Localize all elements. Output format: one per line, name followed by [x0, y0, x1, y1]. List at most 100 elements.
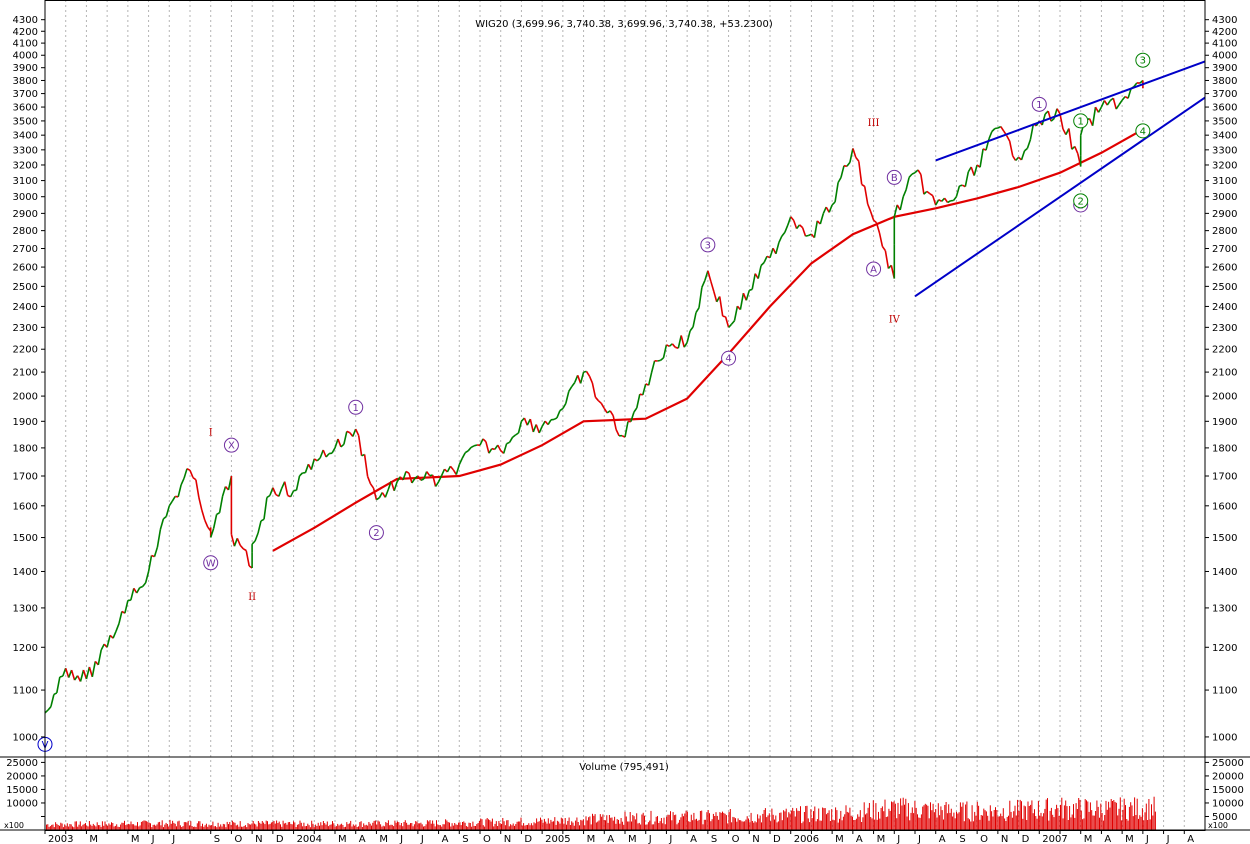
price-segment [106, 635, 111, 648]
volume-bar [228, 824, 229, 830]
volume-bar [294, 822, 296, 830]
price-segment [1008, 141, 1014, 157]
volume-bar [270, 822, 272, 830]
x-tick-label: S [711, 834, 717, 844]
volume-bar [995, 807, 996, 830]
volume-bar [802, 821, 804, 830]
price-segment [846, 161, 851, 167]
volume-bar [1009, 800, 1011, 830]
wave-circle [700, 237, 716, 253]
price-segment [195, 479, 200, 498]
volume-bar [1130, 802, 1132, 830]
price-segment [1012, 155, 1017, 161]
volume-bar [324, 823, 326, 830]
volume-bar [1011, 817, 1013, 830]
volume-bar [1135, 815, 1137, 830]
volume-bar [672, 812, 674, 830]
volume-bar [156, 824, 158, 830]
price-segment [573, 374, 579, 383]
volume-bar [148, 822, 150, 830]
volume-bar [957, 813, 959, 830]
price-segment [204, 519, 209, 528]
price-segment [769, 247, 774, 258]
price-segment [144, 571, 150, 584]
volume-bar [736, 821, 738, 830]
volume-bar [173, 822, 175, 830]
price-segment [458, 458, 463, 465]
price-segment [964, 171, 970, 187]
x-tick-label: D [773, 834, 781, 844]
volume-bar [515, 824, 517, 830]
volume-bar [194, 826, 196, 830]
volume-bar [198, 821, 200, 830]
volume-bar [1089, 802, 1091, 830]
price-segment [269, 487, 274, 496]
price-segment [212, 514, 218, 529]
volume-bar [859, 810, 861, 830]
volume-bar [670, 811, 671, 830]
x-tick-label: N [1001, 834, 1008, 844]
volume-bar [728, 812, 730, 830]
volume-bar [434, 826, 436, 830]
volume-bar [454, 823, 456, 830]
volume-bar [1000, 813, 1002, 830]
volume-bar [360, 821, 362, 830]
volume-bar [196, 823, 198, 830]
price-segment [310, 458, 316, 470]
volume-bar [702, 824, 704, 830]
volume-bar [332, 821, 333, 830]
volume-bar [395, 822, 397, 830]
y-tick-label: 2000 [1212, 392, 1237, 403]
volume-bar [966, 801, 968, 830]
volume-bar [192, 826, 194, 830]
volume-bar [632, 815, 634, 830]
volume-bar [1071, 814, 1073, 830]
volume-bar [716, 815, 718, 830]
volume-bar [172, 820, 174, 830]
volume-bar [181, 827, 183, 830]
wave-text: 2 [1078, 196, 1084, 207]
volume-bar [416, 821, 418, 830]
wave-text: 3 [1140, 56, 1146, 67]
volume-bar [235, 825, 237, 830]
volume-bar [624, 811, 626, 830]
volume-bar [451, 823, 453, 830]
volume-bar [88, 821, 90, 830]
volume-bar [1152, 815, 1154, 830]
volume-unit-left: x100 [4, 821, 24, 830]
x-tick-label: J [648, 834, 652, 844]
volume-bar [1115, 802, 1117, 830]
volume-bar [220, 824, 222, 830]
volume-bar [337, 823, 339, 830]
wave-label: B [886, 169, 902, 185]
price-segment [53, 692, 58, 696]
volume-bar [623, 824, 625, 830]
price-segment [402, 471, 407, 481]
volume-bar [653, 824, 655, 830]
price-segment [757, 265, 762, 279]
volume-bar [806, 805, 808, 830]
volume-bar [867, 807, 869, 830]
price-segment [979, 148, 984, 168]
volume-bar [567, 820, 569, 830]
volume-bar [465, 826, 467, 830]
volume-bar [1141, 808, 1143, 830]
y-tick-label: 2200 [13, 345, 38, 356]
y-tick-label: 3600 [13, 103, 38, 114]
volume-axis-right: 5000 10000 15000 20000 25000 [1205, 758, 1244, 823]
volume-bar [703, 819, 705, 830]
volume-bar [134, 825, 136, 830]
volume-bar [930, 802, 931, 830]
volume-bar [410, 823, 411, 830]
price-segment [799, 224, 804, 229]
volume-bar [1121, 820, 1123, 830]
volume-bar [100, 826, 102, 830]
volume-bar [837, 822, 839, 830]
price-segment [1100, 100, 1106, 108]
volume-bar [122, 822, 124, 830]
volume-unit-right: x100 [1208, 821, 1228, 830]
price-segment [85, 666, 91, 680]
volume-bar [64, 824, 66, 830]
price-segment [529, 418, 535, 433]
price-segment [289, 490, 295, 498]
